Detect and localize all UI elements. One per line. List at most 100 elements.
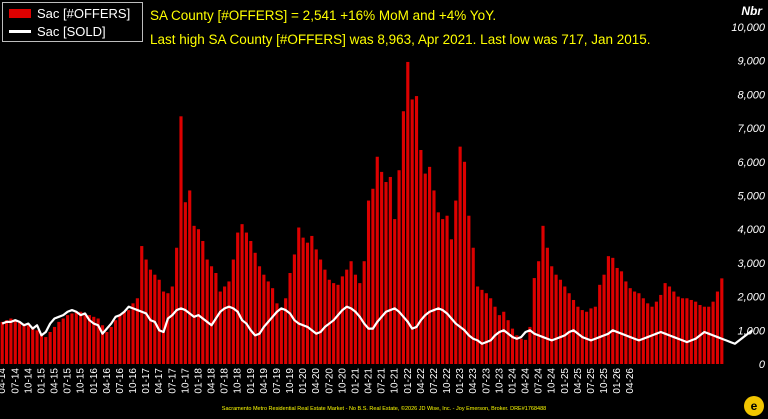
offers-bar — [528, 326, 532, 364]
offers-bar — [236, 232, 240, 364]
offers-bar — [462, 161, 467, 364]
offers-bar — [423, 173, 427, 364]
offers-bar — [275, 303, 279, 364]
offers-bar — [105, 331, 109, 364]
offers-bar — [388, 176, 392, 364]
offers-bar — [720, 278, 724, 364]
x-tick-label: 04-23 — [468, 368, 479, 394]
offers-bar — [532, 278, 536, 364]
x-axis-ticks: 04-14 07-14 10-14 01-15 04-15 07-15 10-15 01-16… — [0, 368, 636, 394]
offers-bar — [144, 259, 148, 364]
offers-bar — [711, 301, 715, 364]
offers-bar — [484, 293, 488, 364]
y-tick-label: 7,000 — [737, 123, 765, 135]
offers-bar — [467, 215, 471, 364]
offers-bar — [48, 331, 52, 364]
x-tick-label: 07-23 — [481, 368, 492, 394]
offers-bar — [432, 190, 436, 364]
x-tick-label: 01-23 — [455, 368, 466, 394]
offers-bar — [332, 283, 336, 364]
y-tick-label: 4,000 — [737, 224, 765, 236]
x-tick-label: 10-19 — [285, 368, 296, 394]
offers-bar — [175, 247, 179, 364]
x-tick-label: 04-14 — [0, 368, 8, 394]
offers-bar — [35, 330, 39, 364]
offers-bar — [353, 274, 358, 364]
offers-bar — [83, 313, 87, 364]
legend: Sac [#OFFERS] Sac [SOLD] — [2, 2, 143, 42]
x-tick-label: 04-16 — [102, 368, 113, 394]
x-tick-label: 07-24 — [534, 368, 545, 394]
offers-bar — [497, 315, 501, 364]
offers-bar — [140, 246, 144, 364]
x-tick-label: 10-18 — [233, 368, 244, 394]
offers-bar — [615, 267, 619, 364]
x-tick-label: 07-21 — [377, 368, 388, 394]
offers-bar — [323, 269, 327, 364]
offers-bar — [284, 298, 288, 364]
offers-bar — [87, 315, 91, 364]
offers-bar — [641, 298, 645, 364]
offers-bar — [157, 279, 161, 364]
offers-bar — [458, 146, 462, 364]
offers-bar — [358, 283, 362, 364]
offers-bar — [397, 170, 401, 364]
offers-bar — [676, 296, 680, 364]
x-tick-label: 07-22 — [429, 368, 440, 394]
e-logo-icon: e — [744, 396, 764, 416]
offers-bar — [314, 249, 318, 364]
offers-bar — [52, 326, 57, 364]
offers-bar — [445, 215, 449, 364]
offers-bar — [558, 279, 563, 364]
x-tick-label: 04-18 — [207, 368, 218, 394]
x-tick-label: 01-26 — [612, 368, 623, 394]
offers-bar — [589, 308, 593, 364]
offers-bar — [327, 279, 331, 364]
offers-bar — [288, 273, 292, 364]
offers-bar — [201, 241, 205, 364]
offers-bar — [262, 274, 266, 364]
x-tick-label: 04-21 — [364, 368, 375, 394]
offers-bar — [122, 311, 126, 364]
offers-bar — [454, 200, 458, 364]
offers-bar — [554, 274, 558, 364]
offers-bar — [292, 254, 296, 364]
offers-bar — [57, 321, 61, 365]
y-tick-label: 10,000 — [731, 22, 766, 34]
legend-label-offers: Sac [#OFFERS] — [37, 6, 131, 21]
offers-bar — [127, 310, 131, 364]
x-tick-label: 10-15 — [76, 368, 87, 394]
offers-bar — [253, 252, 257, 364]
x-tick-label: 07-18 — [220, 368, 231, 394]
offers-bar — [685, 298, 689, 364]
y-tick-label: 8,000 — [737, 89, 765, 101]
legend-swatch-sold — [9, 30, 31, 33]
offers-bar — [519, 338, 523, 364]
offers-bar — [61, 318, 65, 364]
x-tick-label: 10-25 — [599, 368, 610, 394]
offers-bar — [471, 247, 475, 364]
offers-bar — [240, 224, 244, 364]
offers-bar — [541, 225, 545, 364]
offers-bar — [118, 315, 122, 364]
offers-bar — [319, 259, 323, 364]
offers-bar — [231, 259, 235, 364]
offers-bar — [476, 286, 480, 364]
offers-bar — [414, 96, 419, 364]
x-tick-label: 04-22 — [416, 368, 427, 394]
offers-bar — [659, 294, 663, 364]
offers-bar — [244, 232, 248, 364]
offers-bar — [375, 156, 379, 364]
offers-bar — [406, 61, 410, 364]
y-tick-label: 3,000 — [737, 258, 765, 270]
offers-bar — [441, 219, 445, 364]
offers-bar — [428, 166, 432, 364]
x-tick-label: 01-25 — [560, 368, 571, 394]
sold-line-layer — [1, 305, 754, 345]
offers-bar — [18, 321, 22, 365]
offers-bar — [9, 318, 13, 364]
offers-bar — [523, 339, 528, 364]
offers-bar — [279, 308, 283, 364]
offers-bar — [393, 219, 397, 364]
